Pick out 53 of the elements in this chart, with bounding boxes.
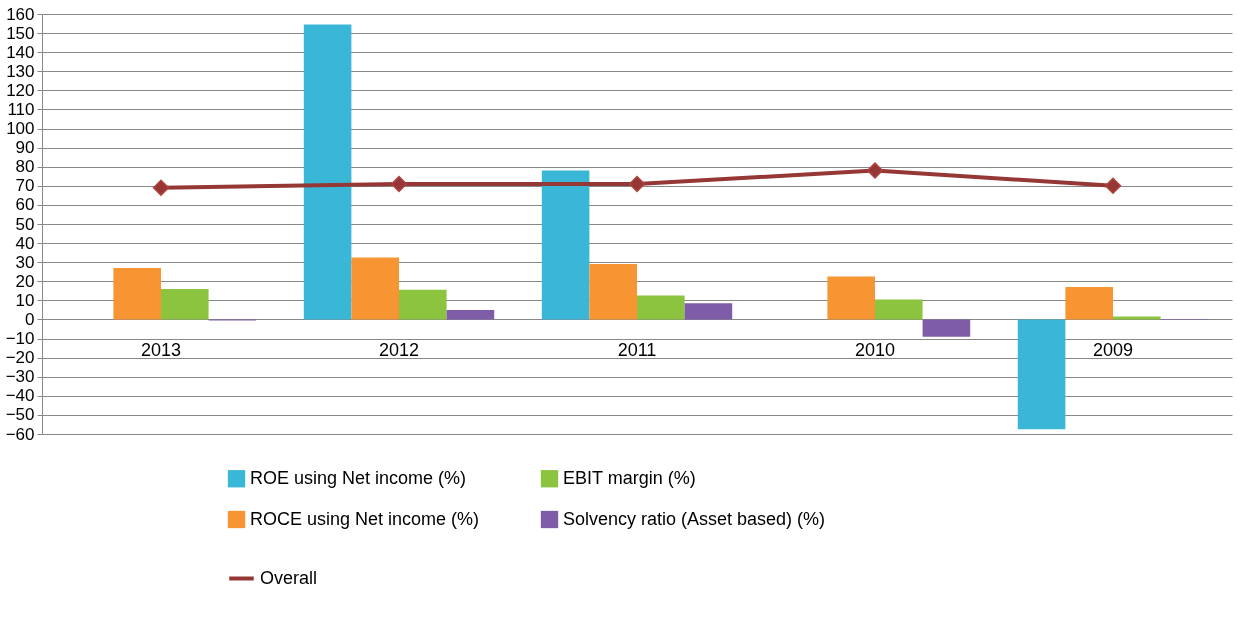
y-tick-label: 60 — [15, 195, 35, 215]
bar — [303, 24, 352, 320]
point — [628, 175, 646, 193]
y-tick-label: 130 — [6, 61, 35, 81]
y-tick-label: 40 — [15, 233, 35, 253]
y-tick-label: 110 — [7, 99, 35, 119]
bar — [541, 170, 590, 320]
y-tick-label: −30 — [5, 367, 35, 387]
legend-label: Solvency ratio (Asset based) (%) — [563, 508, 826, 529]
bar — [589, 264, 637, 320]
bar — [827, 276, 875, 320]
y-tick-label: 150 — [6, 23, 35, 43]
y-tick-label: 50 — [15, 214, 35, 234]
legend-label: ROCE using Net income (%) — [250, 508, 480, 529]
y-tick-label: 90 — [15, 138, 35, 158]
y-tick-label: 120 — [6, 80, 35, 100]
y-tick-label: −50 — [5, 405, 35, 425]
bar — [446, 309, 495, 320]
y-tick-label: 80 — [15, 157, 35, 177]
y-tick-label: 30 — [15, 252, 35, 272]
legend-label: ROE using Net income (%) — [250, 467, 467, 488]
bar — [1017, 319, 1066, 430]
bar — [684, 303, 733, 320]
y-tick-label: 140 — [6, 42, 35, 62]
y-tick-label: 100 — [6, 119, 35, 139]
y-tick-label: 0 — [25, 309, 35, 329]
legend-label: Overall — [260, 567, 318, 588]
x-tick-label: 2012 — [378, 339, 420, 360]
bar — [399, 289, 447, 320]
y-tick-label: −10 — [5, 329, 35, 349]
bar — [161, 288, 209, 320]
y-tick-label: −40 — [5, 386, 35, 406]
point — [390, 175, 408, 193]
y-tick-label: 20 — [15, 271, 35, 291]
y-tick-label: 10 — [15, 290, 35, 310]
y-tick-label: −60 — [5, 424, 35, 444]
y-tick-label: 70 — [15, 176, 35, 196]
point — [1104, 177, 1122, 194]
x-tick-label: 2010 — [854, 339, 896, 360]
x-tick-label: 2011 — [617, 339, 657, 360]
bar — [922, 319, 971, 337]
bar — [875, 299, 923, 320]
point — [152, 179, 170, 196]
point — [866, 162, 884, 179]
y-tick-label: 160 — [6, 4, 35, 24]
x-tick-label: 2009 — [1092, 339, 1134, 360]
bar — [113, 267, 161, 320]
bar — [351, 257, 399, 320]
y-tick-label: −20 — [5, 348, 35, 368]
x-tick-label: 2013 — [140, 339, 182, 360]
bar — [1065, 287, 1113, 320]
legend-label: EBIT margin (%) — [563, 467, 696, 488]
bar — [637, 295, 685, 320]
